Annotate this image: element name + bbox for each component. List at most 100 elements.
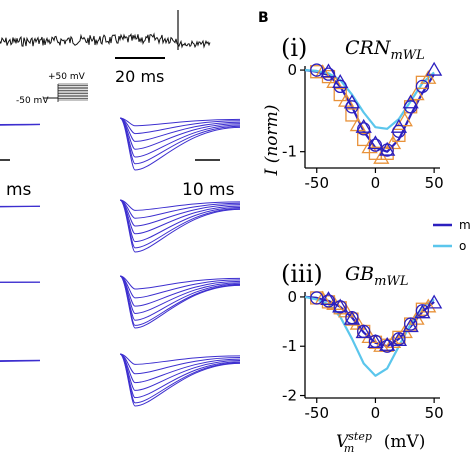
y-tick-label: 0 (287, 288, 297, 306)
x-axis-label: Vstep m (mV) (336, 430, 425, 455)
left-trace (0, 360, 41, 362)
x-tick-label: -50 (304, 404, 329, 422)
marker-square (345, 108, 359, 122)
marker-triangle (390, 118, 408, 133)
marker-triangle (367, 333, 384, 348)
current-trace (119, 275, 241, 329)
current-trace (119, 275, 241, 299)
scale-bar-left-label: ms (6, 180, 32, 200)
protocol-high-label: +50 mV (48, 72, 86, 82)
current-trace (119, 199, 241, 253)
marker-circle (404, 317, 418, 331)
x-tick-label: 0 (371, 174, 381, 192)
current-trace (119, 199, 241, 211)
x-axis-label-units: (mV) (378, 432, 425, 452)
current-trace (119, 353, 241, 365)
current-trace (119, 117, 241, 171)
current-trace (119, 117, 241, 150)
left-trace (0, 124, 41, 126)
current-trace (119, 199, 241, 219)
trace-panels (0, 117, 241, 407)
current-trace (119, 199, 241, 235)
scale-bar-top-label: 20 ms (115, 67, 164, 86)
current-trace (119, 117, 241, 127)
y-tick-label: 0 (287, 61, 297, 79)
marker-triangle (425, 61, 443, 76)
x-tick-label: 0 (371, 404, 381, 422)
current-trace (119, 275, 241, 307)
current-trace (119, 117, 241, 158)
marker-triangle (361, 139, 378, 154)
marker-circle (310, 63, 324, 77)
marker-square (357, 132, 371, 147)
y-axis-label: I (norm) (262, 105, 282, 177)
chart-title: GBmWL (345, 263, 408, 289)
marker-triangle (373, 149, 390, 164)
y-tick-label: -2 (282, 387, 297, 405)
marker-triangle (314, 64, 331, 79)
x-tick-label: 50 (425, 174, 444, 192)
x-tick-label: -50 (304, 174, 329, 192)
marker-square (415, 75, 430, 89)
marker-triangle (402, 94, 419, 109)
marker-triangle (343, 94, 361, 109)
recording-trace (0, 10, 211, 50)
current-trace (119, 353, 241, 391)
marker-triangle (367, 135, 384, 150)
current-trace (119, 353, 241, 407)
current-trace (119, 353, 241, 375)
current-trace (119, 199, 241, 227)
x-tick-label: 50 (425, 404, 444, 422)
chart-title: CRNmWL (345, 37, 425, 63)
protocol-low-label: -50 mV (16, 96, 49, 106)
legend-model-label: m (459, 218, 471, 232)
current-trace (119, 117, 241, 135)
current-trace (119, 275, 241, 314)
marker-triangle (379, 336, 396, 351)
marker-circle (368, 138, 383, 152)
chart-crn: 0 -1 -50 0 50 (i) CRNmWL I (norm) (262, 34, 444, 192)
panel-b-letter: B (258, 10, 269, 26)
marker-triangle (379, 141, 396, 156)
chart-title-sub: mWL (374, 274, 408, 289)
marker-triangle (396, 112, 413, 127)
marker-triangle (332, 298, 349, 313)
current-trace (119, 353, 241, 384)
marker-triangle (420, 69, 437, 84)
marker-triangle (402, 318, 419, 333)
chart-gb: 0 -1 -2 -50 0 50 (iii) GBmWL Vstep m (mV) (281, 260, 444, 455)
y-tick-label: -1 (282, 337, 297, 355)
current-trace (119, 199, 241, 243)
marker-triangle (320, 291, 337, 306)
legend-other-label: o (459, 239, 466, 253)
chart-title-sub: mWL (390, 48, 424, 63)
current-trace (119, 275, 241, 290)
panel-label: (iii) (281, 260, 323, 288)
panel-label: (i) (281, 34, 307, 62)
marker-triangle (373, 337, 390, 352)
marker-triangle (320, 63, 337, 78)
scale-bar-right-label: 10 ms (182, 180, 235, 200)
chart-title-main: CRN (345, 37, 392, 59)
marker-triangle (343, 310, 361, 325)
marker-triangle (355, 118, 372, 133)
marker-circle (357, 122, 371, 136)
marker-triangle (390, 332, 408, 346)
current-trace (119, 353, 241, 399)
marker-square (392, 128, 406, 143)
x-axis-label-main: V (336, 432, 350, 452)
marker-triangle (425, 294, 443, 309)
marker-triangle (332, 74, 349, 88)
marker-triangle (355, 324, 372, 339)
marker-triangle (408, 86, 425, 101)
marker-triangle (414, 304, 431, 319)
chart-title-main: GB (345, 263, 374, 285)
legend: m o (433, 218, 471, 253)
x-axis-label-sup: step (348, 430, 372, 443)
y-tick-label: -1 (282, 143, 297, 161)
voltage-protocol: +50 mV -50 mV (16, 72, 88, 106)
current-trace (119, 117, 241, 142)
x-axis-label-sub: m (344, 442, 354, 455)
marker-circle (321, 294, 336, 308)
